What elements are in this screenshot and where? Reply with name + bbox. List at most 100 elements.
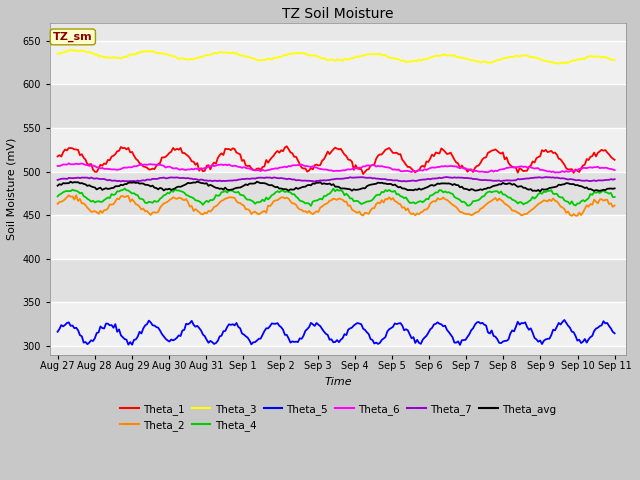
Theta_3 <box>385 54 393 60</box>
Theta_avg <box>536 189 544 194</box>
Text: TZ_sm: TZ_sm <box>53 32 93 42</box>
Theta_2 <box>568 213 575 219</box>
Bar <box>50 41 626 84</box>
Bar <box>50 84 626 128</box>
Theta_1 <box>359 171 367 177</box>
Theta_avg <box>525 187 532 192</box>
Theta_6 <box>387 166 395 171</box>
Theta_2 <box>397 201 404 207</box>
Bar <box>50 259 626 302</box>
Theta_6 <box>563 168 570 174</box>
Theta_5 <box>563 320 570 325</box>
Theta_3 <box>56 51 63 57</box>
Theta_5 <box>395 321 403 326</box>
Line: Theta_1: Theta_1 <box>58 146 614 174</box>
Y-axis label: Soil Moisture (mV): Soil Moisture (mV) <box>7 138 17 240</box>
Theta_6 <box>56 163 63 169</box>
Theta_avg <box>193 179 201 184</box>
Bar <box>50 128 626 171</box>
Theta_5 <box>385 326 393 332</box>
Theta_4 <box>56 192 63 197</box>
Theta_1 <box>56 152 63 158</box>
Theta_3 <box>555 60 563 66</box>
Theta_6 <box>54 163 61 169</box>
Theta_3 <box>611 57 618 63</box>
Theta_4 <box>387 189 395 194</box>
Line: Theta_avg: Theta_avg <box>58 181 614 192</box>
Theta_5 <box>383 328 391 334</box>
Line: Theta_7: Theta_7 <box>58 177 614 181</box>
Theta_avg <box>54 183 61 189</box>
Line: Theta_5: Theta_5 <box>58 320 614 345</box>
Theta_1 <box>563 165 570 171</box>
Line: Theta_6: Theta_6 <box>58 163 614 173</box>
Theta_4 <box>307 203 315 209</box>
Theta_3 <box>563 59 570 65</box>
Theta_5 <box>561 317 568 323</box>
Theta_2 <box>561 206 568 212</box>
Theta_7 <box>443 174 451 180</box>
Legend: Theta_1, Theta_2, Theta_3, Theta_4, Theta_5, Theta_6, Theta_7, Theta_avg: Theta_1, Theta_2, Theta_3, Theta_4, Thet… <box>116 399 560 435</box>
Theta_4 <box>54 193 61 199</box>
Theta_1 <box>399 157 406 163</box>
Theta_7 <box>385 177 393 183</box>
Theta_2 <box>525 209 532 215</box>
Theta_6 <box>525 165 532 170</box>
Title: TZ Soil Moisture: TZ Soil Moisture <box>282 7 394 21</box>
Theta_5 <box>456 342 464 348</box>
X-axis label: Time: Time <box>324 377 352 387</box>
Theta_avg <box>387 181 395 187</box>
Theta_4 <box>399 194 406 200</box>
Line: Theta_2: Theta_2 <box>58 195 614 216</box>
Theta_7 <box>387 177 395 183</box>
Theta_5 <box>525 327 532 333</box>
Line: Theta_3: Theta_3 <box>58 49 614 63</box>
Theta_2 <box>385 194 393 200</box>
Theta_2 <box>65 192 72 198</box>
Theta_7 <box>611 176 618 182</box>
Theta_1 <box>611 157 618 163</box>
Theta_1 <box>54 154 61 159</box>
Theta_avg <box>385 181 393 187</box>
Theta_avg <box>397 184 404 190</box>
Bar <box>50 215 626 259</box>
Theta_1 <box>283 144 291 149</box>
Theta_5 <box>611 330 618 336</box>
Theta_2 <box>611 203 618 208</box>
Theta_5 <box>54 329 61 335</box>
Theta_2 <box>54 201 61 207</box>
Bar <box>50 171 626 215</box>
Theta_7 <box>54 177 61 183</box>
Theta_7 <box>527 175 534 181</box>
Theta_4 <box>611 194 618 200</box>
Theta_6 <box>65 160 72 166</box>
Theta_6 <box>385 165 393 170</box>
Theta_7 <box>397 178 404 184</box>
Theta_7 <box>56 177 63 182</box>
Theta_4 <box>389 189 397 194</box>
Theta_3 <box>54 51 61 57</box>
Theta_6 <box>551 170 559 176</box>
Theta_7 <box>311 179 319 184</box>
Line: Theta_4: Theta_4 <box>58 189 614 206</box>
Theta_avg <box>563 180 570 186</box>
Theta_2 <box>387 197 395 203</box>
Theta_3 <box>387 55 395 61</box>
Theta_1 <box>387 147 395 153</box>
Theta_3 <box>397 58 404 63</box>
Theta_7 <box>563 176 570 182</box>
Theta_avg <box>611 186 618 192</box>
Theta_3 <box>67 47 74 52</box>
Theta_2 <box>56 199 63 205</box>
Theta_6 <box>397 168 404 174</box>
Theta_4 <box>527 197 534 203</box>
Theta_5 <box>56 326 63 332</box>
Theta_3 <box>525 54 532 60</box>
Theta_1 <box>527 163 534 168</box>
Theta_4 <box>563 198 570 204</box>
Theta_4 <box>121 186 129 192</box>
Theta_6 <box>611 167 618 173</box>
Bar <box>50 302 626 346</box>
Theta_avg <box>56 181 63 187</box>
Theta_1 <box>389 150 397 156</box>
